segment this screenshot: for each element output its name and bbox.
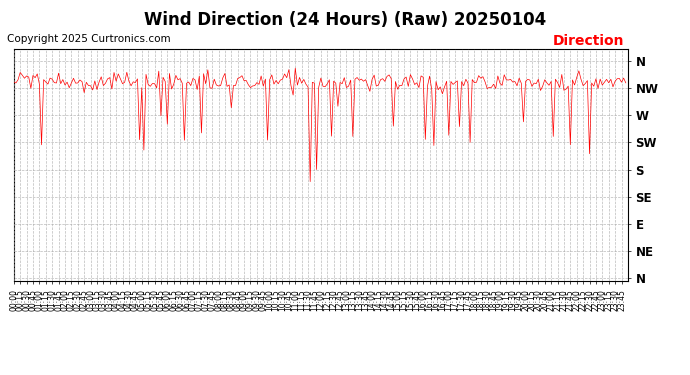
Text: Wind Direction (24 Hours) (Raw) 20250104: Wind Direction (24 Hours) (Raw) 20250104 [144,11,546,29]
Text: Direction: Direction [553,34,624,48]
Text: Copyright 2025 Curtronics.com: Copyright 2025 Curtronics.com [7,34,170,44]
